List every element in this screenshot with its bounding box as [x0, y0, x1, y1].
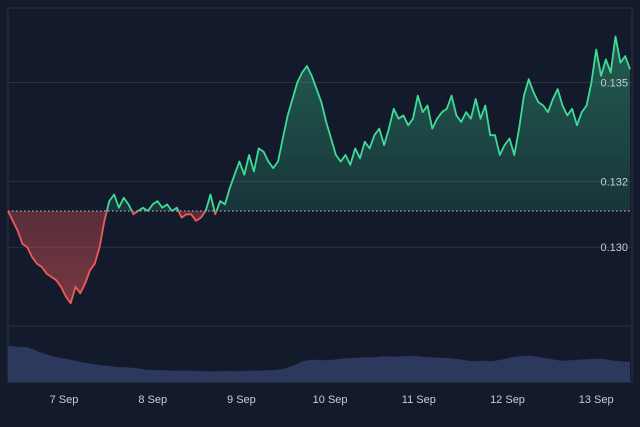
- y-tick-label: 0.132: [600, 176, 628, 188]
- area-fill-above-baseline: [106, 36, 630, 211]
- x-tick-label: 9 Sep: [227, 394, 256, 406]
- volume-area: [8, 345, 630, 382]
- x-tick-label: 10 Sep: [313, 394, 348, 406]
- x-tick-label: 12 Sep: [490, 394, 525, 406]
- x-tick-label: 7 Sep: [50, 394, 79, 406]
- x-tick-label: 11 Sep: [402, 394, 436, 406]
- x-tick-label: 8 Sep: [138, 394, 167, 406]
- y-tick-label: 0.130: [600, 242, 628, 254]
- price-line-up: [8, 35, 631, 211]
- area-fill-below-baseline: [8, 210, 630, 304]
- y-tick-label: 0.135: [600, 77, 628, 89]
- x-tick-label: 13 Sep: [579, 394, 614, 406]
